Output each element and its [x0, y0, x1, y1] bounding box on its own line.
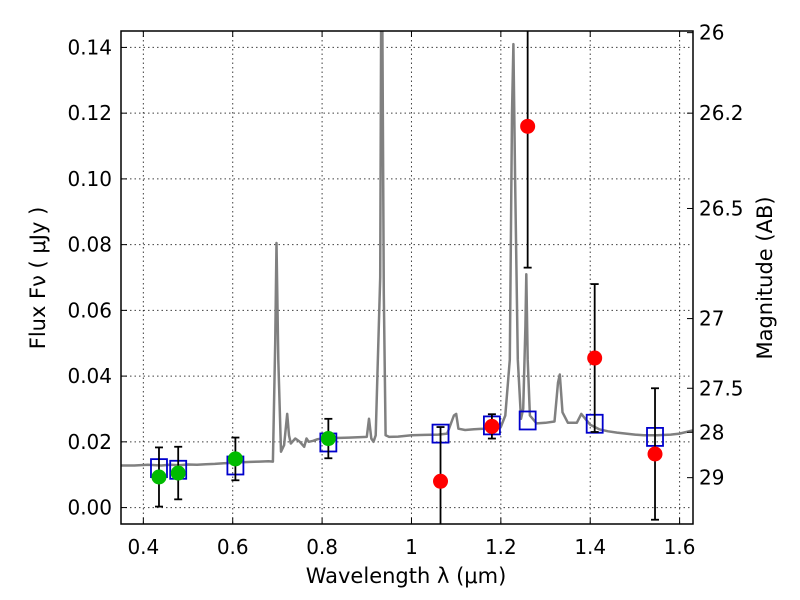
- x-tick-label: 1: [405, 535, 418, 559]
- grid-lines: [121, 31, 693, 524]
- detection-point: [151, 469, 167, 485]
- model-photometry-square: [518, 410, 537, 431]
- y-tick-label: 0.08: [67, 233, 112, 257]
- axes-frame: [120, 30, 694, 525]
- right-axis-label: Magnitude (AB): [753, 196, 777, 359]
- detection-point: [170, 465, 186, 481]
- upper-limit-point: [484, 418, 500, 434]
- x-axis-label: Wavelength λ (μm): [306, 564, 507, 588]
- y-axis-label: Flux Fν ( μJy ): [26, 207, 50, 350]
- y-tick-label: 0.02: [67, 430, 112, 454]
- detection-point: [227, 451, 243, 467]
- x-tick-label: 1.6: [664, 535, 696, 559]
- right-tick-label: 27: [699, 307, 724, 331]
- right-tick-label: 27.5: [699, 376, 744, 400]
- right-tick-label: 26.2: [699, 101, 744, 125]
- x-tick-label: 0.6: [217, 535, 249, 559]
- right-tick-label: 26: [699, 21, 724, 45]
- y-tick-label: 0.10: [67, 167, 112, 191]
- x-tick-label: 1.4: [574, 535, 606, 559]
- x-tick-label: 0.8: [306, 535, 338, 559]
- upper-limit-point: [433, 473, 449, 489]
- y-tick-label: 0.00: [67, 496, 112, 520]
- y-tick-label: 0.14: [67, 35, 112, 59]
- detection-point: [320, 431, 336, 447]
- plot-clip-group: [121, 31, 693, 524]
- right-tick-label: 29: [699, 466, 724, 490]
- plot-area: [121, 31, 693, 524]
- y-tick-label: 0.12: [67, 101, 112, 125]
- upper-limit-point: [647, 446, 663, 462]
- upper-limit-point: [587, 350, 603, 366]
- y-tick-label: 0.06: [67, 298, 112, 322]
- right-tick-label: 26.5: [699, 196, 744, 220]
- y-tick-label: 0.04: [67, 364, 112, 388]
- spectrum-line: [121, 31, 693, 467]
- axis-ticks: 0.4 0.6 0.8 1 1.2 1.4 1.6 0.00 0.02 0.04 0.06 0.08 0…: [67, 21, 743, 559]
- upper-limit-point: [520, 118, 536, 134]
- x-tick-label: 1.2: [485, 535, 517, 559]
- x-tick-label: 0.4: [127, 535, 159, 559]
- right-tick-label: 28: [699, 420, 724, 444]
